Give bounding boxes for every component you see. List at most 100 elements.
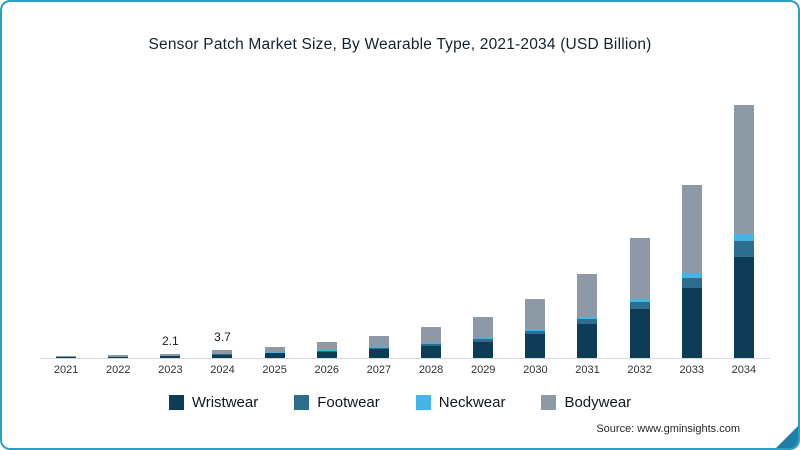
- bar-segment-wristwear: [56, 357, 77, 358]
- bar-segment-footwear: [681, 277, 702, 289]
- bar-2023[interactable]: [160, 353, 181, 358]
- bar-2022[interactable]: [108, 355, 129, 358]
- bar-segment-wristwear: [212, 354, 233, 358]
- legend: Wristwear Footwear Neckwear Bodywear: [2, 394, 798, 411]
- bar-column-2026: [301, 94, 353, 358]
- bar-column-2021: [40, 94, 92, 358]
- legend-swatch-wristwear: [168, 395, 184, 410]
- bar-2025[interactable]: [264, 346, 285, 358]
- bar-column-2031: [561, 94, 613, 358]
- legend-item-wristwear: Wristwear: [168, 394, 259, 411]
- bar-segment-footwear: [368, 347, 389, 350]
- legend-item-footwear: Footwear: [294, 394, 380, 411]
- bar-2033[interactable]: [681, 184, 702, 358]
- x-axis-label-2025: 2025: [262, 364, 287, 376]
- bar-2027[interactable]: [368, 335, 389, 358]
- legend-item-neckwear: Neckwear: [415, 394, 506, 411]
- bar-segment-footwear: [629, 302, 650, 310]
- bar-segment-wristwear: [108, 356, 129, 358]
- bar-segment-neckwear: [577, 316, 598, 320]
- bar-segment-bodywear: [629, 237, 650, 299]
- x-axis-label-2028: 2028: [418, 364, 444, 376]
- bar-column-2033: [666, 94, 718, 358]
- bar-segment-wristwear: [577, 324, 598, 358]
- x-axis-label-2027: 2027: [366, 364, 392, 376]
- bar-segment-footwear: [421, 343, 442, 346]
- bar-segment-bodywear: [368, 335, 389, 348]
- bar-segment-bodywear: [421, 327, 442, 344]
- bar-segment-bodywear: [733, 104, 754, 234]
- bar-segment-wristwear: [473, 341, 494, 358]
- bar-segment-neckwear: [629, 298, 650, 303]
- corner-accent-shape: [775, 425, 798, 448]
- legend-label-neckwear: Neckwear: [438, 394, 506, 411]
- bar-column-2027: [353, 94, 405, 358]
- bar-segment-neckwear: [681, 272, 702, 278]
- bar-segment-neckwear: [368, 347, 389, 348]
- legend-label-bodywear: Bodywear: [564, 394, 632, 411]
- bar-column-2023: 2.1: [144, 94, 196, 358]
- bar-segment-wristwear: [316, 351, 337, 358]
- bar-segment-wristwear: [368, 349, 389, 358]
- bar-column-2034: [718, 94, 770, 358]
- bar-segment-wristwear: [264, 353, 285, 358]
- x-axis: 2021 2022 2023 2024 2025 2026 2027 2028 2029 2030…: [40, 364, 770, 376]
- bar-segment-footwear: [577, 319, 598, 325]
- x-axis-label-2033: 2033: [679, 364, 704, 376]
- bar-column-2032: [614, 94, 666, 358]
- bar-column-2025: [249, 94, 301, 358]
- legend-swatch-neckwear: [415, 395, 431, 410]
- x-axis-label-2031: 2031: [575, 364, 600, 376]
- bar-segment-footwear: [473, 339, 494, 342]
- bar-segment-neckwear: [421, 343, 442, 344]
- x-axis-label-2029: 2029: [470, 364, 496, 376]
- source-text: Source: www.gminsights.com: [596, 423, 740, 435]
- x-axis-label-2023: 2023: [158, 364, 183, 376]
- x-axis-label-2021: 2021: [53, 364, 79, 376]
- bar-value-label-2024: 3.7: [214, 330, 231, 345]
- bar-column-2022: [92, 94, 144, 358]
- bar-segment-bodywear: [681, 184, 702, 273]
- bar-segment-wristwear: [421, 345, 442, 358]
- bar-segment-bodywear: [525, 298, 546, 329]
- bar-segment-wristwear: [733, 256, 754, 358]
- bar-column-2024: 3.7: [196, 94, 248, 358]
- x-axis-label-2030: 2030: [523, 364, 548, 376]
- bar-segment-bodywear: [160, 353, 181, 356]
- bar-segment-footwear: [316, 350, 337, 352]
- legend-label-footwear: Footwear: [317, 394, 380, 411]
- bar-segment-neckwear: [525, 329, 546, 331]
- bar-2031[interactable]: [577, 273, 598, 358]
- bar-segment-footwear: [525, 330, 546, 335]
- legend-swatch-footwear: [294, 395, 310, 410]
- bar-segment-wristwear: [160, 356, 181, 358]
- bar-2021[interactable]: [56, 356, 77, 358]
- bar-2028[interactable]: [421, 327, 442, 358]
- bar-column-2029: [457, 94, 509, 358]
- bar-2026[interactable]: [316, 342, 337, 358]
- legend-swatch-bodywear: [541, 395, 557, 410]
- bar-segment-wristwear: [681, 288, 702, 358]
- plot-area: 2.1 3.7: [40, 94, 770, 359]
- bar-segment-neckwear: [473, 337, 494, 340]
- bar-segment-bodywear: [316, 342, 337, 351]
- bar-2032[interactable]: [629, 237, 650, 358]
- bar-2024[interactable]: [212, 350, 233, 358]
- bar-2034[interactable]: [733, 104, 754, 358]
- bar-segment-footwear: [733, 241, 754, 257]
- bar-segment-bodywear: [473, 316, 494, 338]
- bar-2030[interactable]: [525, 298, 546, 358]
- bar-segment-bodywear: [264, 346, 285, 353]
- x-axis-label-2034: 2034: [731, 364, 757, 376]
- bar-segment-bodywear: [577, 273, 598, 317]
- bar-segment-wristwear: [525, 334, 546, 358]
- bar-segment-footwear: [264, 352, 285, 354]
- bar-value-label-2023: 2.1: [162, 333, 179, 348]
- legend-label-wristwear: Wristwear: [191, 394, 259, 411]
- legend-item-bodywear: Bodywear: [541, 394, 631, 411]
- bar-2029[interactable]: [473, 316, 494, 358]
- bar-segment-bodywear: [56, 356, 77, 357]
- bar-column-2030: [509, 94, 561, 358]
- bar-segment-neckwear: [733, 233, 754, 242]
